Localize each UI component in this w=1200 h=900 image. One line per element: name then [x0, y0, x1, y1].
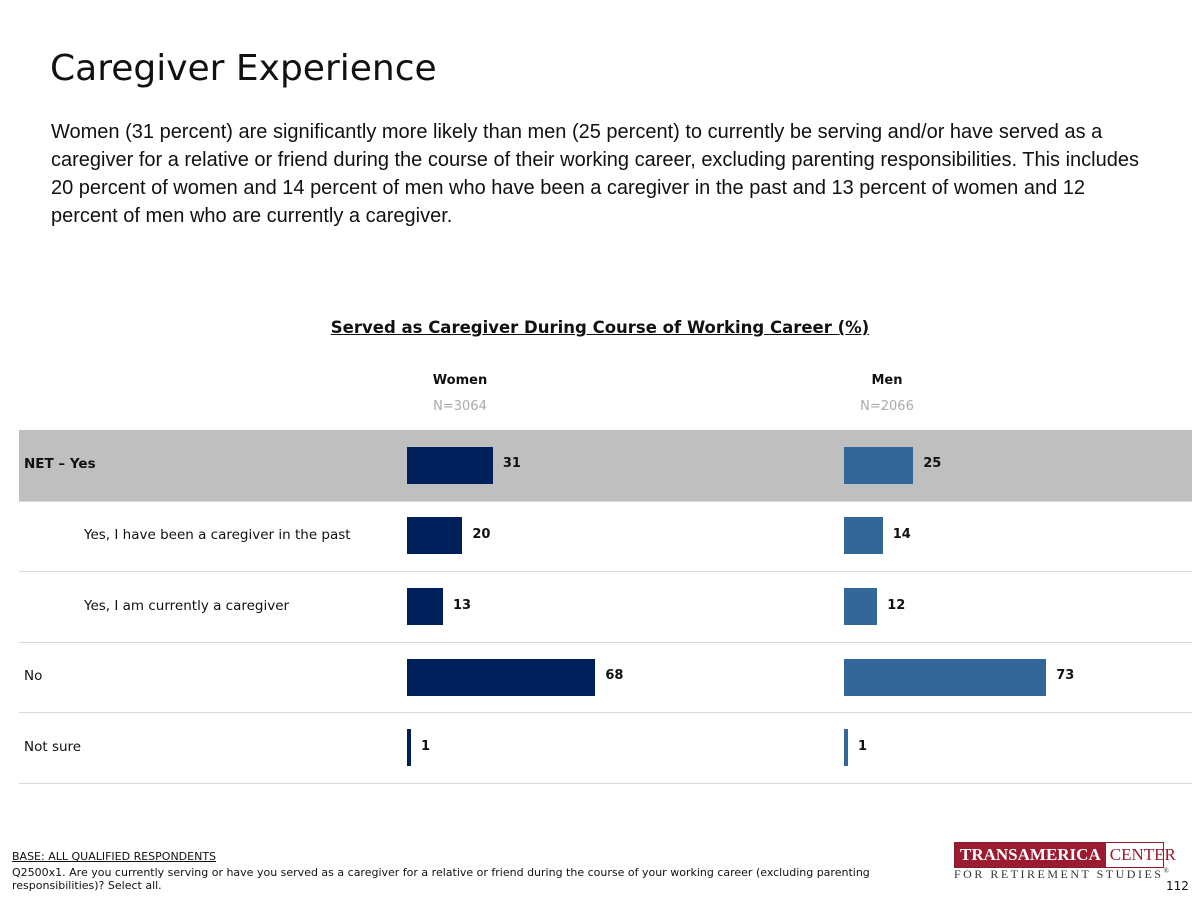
base-note: BASE: ALL QUALIFIED RESPONDENTS	[12, 850, 217, 863]
bar-women-net-yes	[407, 446, 493, 484]
bar-women-not-sure	[407, 729, 411, 767]
chart-row-not-sure	[19, 712, 1192, 783]
transamerica-logo: TRANSAMERICA CENTER	[954, 842, 1176, 868]
series-header-men: Men	[871, 373, 903, 388]
logo-main-text: TRANSAMERICA	[955, 843, 1106, 867]
data-label-women-net-yes: 31	[502, 456, 521, 472]
slide-title: Caregiver Experience	[50, 48, 437, 89]
data-label-men-no: 73	[1056, 668, 1075, 684]
row-divider	[19, 783, 1192, 784]
series-header-women: Women	[432, 373, 488, 388]
series-n-women: N=3064	[433, 399, 487, 414]
category-label: Yes, I am currently a caregiver	[84, 597, 290, 614]
data-label-men-yes-i-have-been-a-caregiver-in-the-past: 14	[892, 526, 911, 542]
page-number: 112	[1166, 879, 1189, 893]
bar-women-yes-i-have-been-a-caregiver-in-the-past	[407, 517, 463, 555]
logo-center-text: CENTER	[1109, 845, 1176, 864]
category-label: Yes, I have been a caregiver in the past	[84, 526, 351, 543]
bar-men-not-sure	[844, 729, 848, 767]
chart-row-net-yes	[19, 430, 1192, 501]
data-label-women-yes-i-have-been-a-caregiver-in-the-past: 20	[472, 526, 491, 542]
data-label-men-net-yes: 25	[923, 456, 942, 472]
bar-men-net-yes	[844, 446, 914, 484]
category-label: NET – Yes	[24, 456, 96, 473]
question-note: Q2500x1. Are you currently serving or ha…	[12, 866, 870, 892]
bar-men-no	[844, 658, 1047, 696]
data-label-women-yes-i-am-currently-a-caregiver: 13	[453, 597, 472, 613]
logo-subtitle: FOR RETIREMENT STUDIES®	[954, 867, 1169, 882]
bar-women-no	[407, 658, 596, 696]
category-label: No	[24, 668, 43, 685]
data-label-men-yes-i-am-currently-a-caregiver: 12	[887, 597, 906, 613]
chart-title: Served as Caregiver During Course of Wor…	[330, 318, 870, 337]
data-label-men-not-sure: 1	[858, 738, 868, 754]
logo-subtitle-text: FOR RETIREMENT STUDIES	[954, 867, 1164, 881]
bar-men-yes-i-am-currently-a-caregiver	[844, 588, 878, 625]
row-divider	[19, 712, 1192, 714]
row-divider	[19, 641, 1192, 643]
bar-men-yes-i-have-been-a-caregiver-in-the-past	[844, 517, 883, 555]
logo-registered-mark: ®	[1163, 867, 1169, 875]
row-divider	[19, 500, 1192, 502]
slide-summary: Women (31 percent) are significantly mor…	[51, 121, 1139, 227]
row-divider	[19, 571, 1192, 573]
bar-women-yes-i-am-currently-a-caregiver	[407, 588, 443, 625]
series-n-men: N=2066	[860, 399, 914, 414]
data-label-women-not-sure: 1	[421, 738, 431, 754]
data-label-women-no: 68	[605, 668, 624, 684]
category-label: Not sure	[24, 738, 82, 755]
